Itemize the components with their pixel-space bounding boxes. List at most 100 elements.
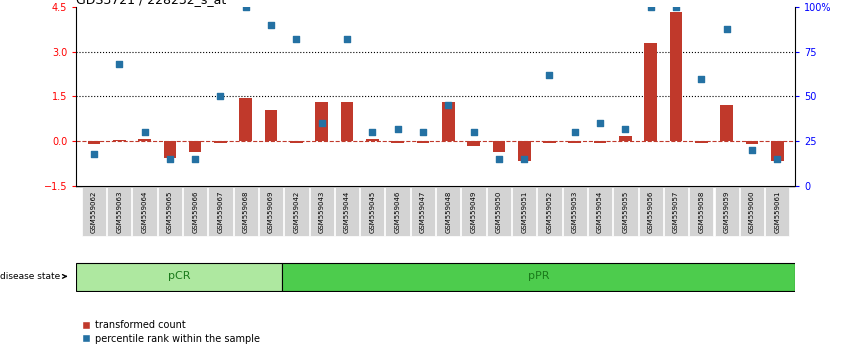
Point xyxy=(517,156,531,162)
Text: disease state: disease state xyxy=(0,272,67,281)
Text: GSM559065: GSM559065 xyxy=(167,190,173,233)
Bar xyxy=(265,110,277,141)
Text: GSM559066: GSM559066 xyxy=(192,190,198,233)
Point xyxy=(643,4,657,10)
FancyBboxPatch shape xyxy=(158,187,182,236)
Bar xyxy=(139,139,151,141)
Point xyxy=(543,72,557,78)
Point xyxy=(264,22,278,28)
Bar xyxy=(721,105,733,141)
Point xyxy=(695,76,708,81)
Text: GSM559054: GSM559054 xyxy=(598,190,603,233)
FancyBboxPatch shape xyxy=(487,187,511,236)
Bar xyxy=(340,102,353,141)
Point xyxy=(340,36,354,42)
Text: GSM559048: GSM559048 xyxy=(445,190,451,233)
Point xyxy=(163,156,177,162)
FancyBboxPatch shape xyxy=(234,187,258,236)
FancyBboxPatch shape xyxy=(638,187,662,236)
FancyBboxPatch shape xyxy=(537,187,562,236)
Text: GSM559046: GSM559046 xyxy=(395,190,401,233)
FancyBboxPatch shape xyxy=(436,187,461,236)
Bar xyxy=(568,141,581,143)
FancyBboxPatch shape xyxy=(385,187,410,236)
Point xyxy=(188,156,202,162)
Bar xyxy=(391,141,404,143)
Point xyxy=(113,62,126,67)
Bar xyxy=(290,141,303,143)
FancyBboxPatch shape xyxy=(360,187,385,236)
Bar xyxy=(113,140,126,141)
Bar xyxy=(164,141,176,158)
Point xyxy=(467,129,481,135)
Point xyxy=(442,103,456,108)
Text: GSM559064: GSM559064 xyxy=(141,190,147,233)
Point xyxy=(314,120,328,126)
FancyBboxPatch shape xyxy=(259,187,283,236)
Point xyxy=(745,147,759,153)
Text: GSM559045: GSM559045 xyxy=(369,190,375,233)
Text: GSM559043: GSM559043 xyxy=(319,190,325,233)
Point xyxy=(720,26,734,32)
FancyBboxPatch shape xyxy=(209,187,233,236)
Text: GSM559069: GSM559069 xyxy=(268,190,274,233)
Bar xyxy=(594,141,606,143)
Text: GSM559058: GSM559058 xyxy=(698,190,704,233)
Text: GSM559053: GSM559053 xyxy=(572,190,578,233)
FancyBboxPatch shape xyxy=(183,187,207,236)
Text: GSM559056: GSM559056 xyxy=(648,190,654,233)
Text: GSM559052: GSM559052 xyxy=(546,190,553,233)
Point xyxy=(618,126,632,131)
Bar xyxy=(366,139,378,141)
FancyBboxPatch shape xyxy=(81,187,106,236)
Bar xyxy=(315,102,328,141)
Bar xyxy=(442,102,455,141)
Bar xyxy=(543,141,556,143)
Point xyxy=(214,93,228,99)
Legend: transformed count, percentile rank within the sample: transformed count, percentile rank withi… xyxy=(81,320,260,344)
Bar xyxy=(746,141,759,143)
Text: GSM559044: GSM559044 xyxy=(344,190,350,233)
Point xyxy=(391,126,404,131)
Point xyxy=(138,129,152,135)
FancyBboxPatch shape xyxy=(284,187,308,236)
Point xyxy=(87,151,100,156)
Bar xyxy=(695,141,708,143)
FancyBboxPatch shape xyxy=(512,187,536,236)
Point xyxy=(239,4,253,10)
Point xyxy=(771,156,785,162)
FancyBboxPatch shape xyxy=(689,187,714,236)
FancyBboxPatch shape xyxy=(107,187,132,236)
Point xyxy=(669,4,683,10)
Text: GSM559049: GSM559049 xyxy=(470,190,476,233)
Bar xyxy=(189,141,202,153)
Bar xyxy=(240,98,252,141)
FancyBboxPatch shape xyxy=(740,187,764,236)
Bar xyxy=(669,12,682,141)
Text: GSM559042: GSM559042 xyxy=(294,190,300,233)
Bar xyxy=(87,141,100,143)
FancyBboxPatch shape xyxy=(410,187,435,236)
Bar xyxy=(214,141,227,143)
Text: GSM559068: GSM559068 xyxy=(242,190,249,233)
Text: pCR: pCR xyxy=(168,272,191,281)
FancyBboxPatch shape xyxy=(714,187,739,236)
Text: GDS3721 / 228232_s_at: GDS3721 / 228232_s_at xyxy=(76,0,226,6)
Point xyxy=(416,129,430,135)
Text: GSM559057: GSM559057 xyxy=(673,190,679,233)
Point xyxy=(289,36,303,42)
FancyBboxPatch shape xyxy=(462,187,486,236)
Text: GSM559063: GSM559063 xyxy=(116,190,122,233)
Bar xyxy=(468,141,480,145)
FancyBboxPatch shape xyxy=(76,263,281,291)
Text: GSM559061: GSM559061 xyxy=(774,190,780,233)
Text: GSM559047: GSM559047 xyxy=(420,190,426,233)
FancyBboxPatch shape xyxy=(588,187,612,236)
Text: GSM559067: GSM559067 xyxy=(217,190,223,233)
FancyBboxPatch shape xyxy=(335,187,359,236)
Point xyxy=(365,129,379,135)
Point xyxy=(492,156,506,162)
FancyBboxPatch shape xyxy=(309,187,334,236)
FancyBboxPatch shape xyxy=(613,187,637,236)
Text: GSM559050: GSM559050 xyxy=(496,190,502,233)
